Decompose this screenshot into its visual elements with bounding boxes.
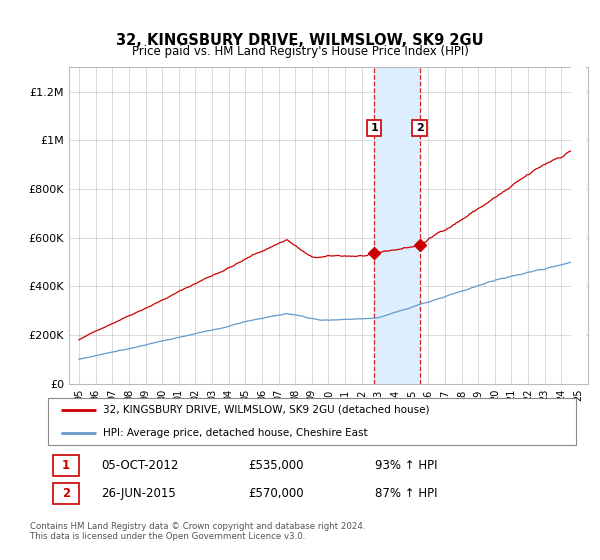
FancyBboxPatch shape [53, 455, 79, 476]
Text: Contains HM Land Registry data © Crown copyright and database right 2024.
This d: Contains HM Land Registry data © Crown c… [30, 522, 365, 542]
Text: 32, KINGSBURY DRIVE, WILMSLOW, SK9 2GU: 32, KINGSBURY DRIVE, WILMSLOW, SK9 2GU [116, 33, 484, 48]
Text: 1: 1 [370, 123, 378, 133]
FancyBboxPatch shape [48, 398, 576, 445]
Bar [571, 67, 586, 384]
Text: 26-JUN-2015: 26-JUN-2015 [101, 487, 176, 500]
Text: 2: 2 [416, 123, 424, 133]
Text: 32, KINGSBURY DRIVE, WILMSLOW, SK9 2GU (detached house): 32, KINGSBURY DRIVE, WILMSLOW, SK9 2GU (… [103, 404, 430, 414]
Text: 1: 1 [62, 459, 70, 472]
Text: 87% ↑ HPI: 87% ↑ HPI [376, 487, 438, 500]
Text: 2: 2 [62, 487, 70, 500]
Text: HPI: Average price, detached house, Cheshire East: HPI: Average price, detached house, Ches… [103, 428, 368, 438]
Text: 05-OCT-2012: 05-OCT-2012 [101, 459, 178, 472]
FancyBboxPatch shape [53, 483, 79, 504]
Bar [374, 67, 419, 384]
Text: Price paid vs. HM Land Registry's House Price Index (HPI): Price paid vs. HM Land Registry's House … [131, 45, 469, 58]
Text: 93% ↑ HPI: 93% ↑ HPI [376, 459, 438, 472]
Text: £535,000: £535,000 [248, 459, 304, 472]
Text: £570,000: £570,000 [248, 487, 304, 500]
